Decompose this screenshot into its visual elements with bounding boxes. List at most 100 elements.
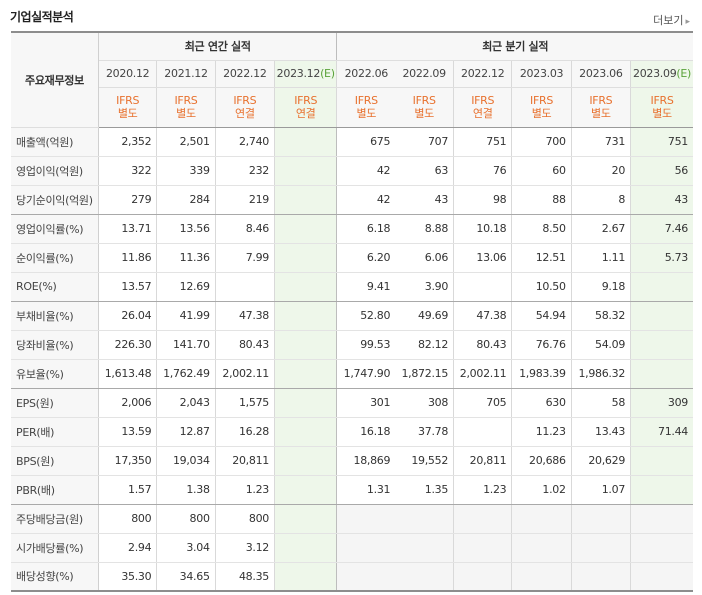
value-cell: 98	[453, 185, 513, 215]
basis-standard: IFRS	[233, 94, 257, 107]
value-cell	[274, 359, 337, 389]
estimate-mark: (E)	[676, 67, 692, 80]
value-cell: 20,811	[215, 446, 275, 476]
basis-scope: 연결	[472, 107, 493, 120]
basis-standard: IFRS	[174, 94, 198, 107]
row-label: ROE(%)	[11, 272, 99, 302]
row-label: 당기순이익(억원)	[11, 185, 99, 215]
financial-summary-table: 주요재무정보 최근 연간 실적 최근 분기 실적 2020.12 2021.12 2…	[11, 31, 693, 592]
accounting-basis: IFRS 연결	[215, 87, 275, 128]
accounting-basis: IFRS 별도	[156, 87, 216, 128]
table-row: 당좌비율(%) 226.30 141.70 80.43 99.53 82.12 80.43 7…	[11, 330, 693, 360]
value-cell: 308	[395, 388, 455, 418]
value-cell	[274, 185, 337, 215]
value-cell: 1.38	[156, 475, 216, 505]
value-cell: 1,613.48	[98, 359, 158, 389]
value-cell: 1.07	[571, 475, 632, 505]
value-cell: 1.57	[98, 475, 158, 505]
value-cell: 12.51	[511, 243, 572, 273]
value-cell: 2.67	[571, 214, 632, 244]
row-label: BPS(원)	[11, 446, 99, 476]
value-cell	[571, 533, 632, 563]
table-row: 영업이익(억원) 322 339 232 42 63 76 60 20 56	[11, 156, 693, 186]
value-cell: 800	[215, 504, 275, 534]
value-cell: 47.38	[215, 301, 275, 331]
value-cell: 80.43	[453, 330, 513, 360]
period-label: 2022.09	[402, 67, 446, 80]
period-header: 2022.12	[215, 60, 275, 88]
row-label: 당좌비율(%)	[11, 330, 99, 360]
value-cell: 1,762.49	[156, 359, 216, 389]
basis-standard: IFRS	[650, 94, 674, 107]
basis-scope: 별도	[176, 107, 196, 120]
value-cell: 1.31	[336, 475, 396, 505]
basis-standard: IFRS	[354, 94, 378, 107]
value-cell: 41.99	[156, 301, 216, 331]
value-cell	[453, 504, 513, 534]
period-header: 2020.12	[98, 60, 158, 88]
value-cell: 26.04	[98, 301, 158, 331]
value-cell: 8	[571, 185, 632, 215]
value-cell: 301	[336, 388, 396, 418]
value-cell: 11.23	[511, 417, 572, 447]
basis-scope: 별도	[591, 107, 611, 120]
value-cell: 2,002.11	[215, 359, 275, 389]
value-cell	[453, 417, 513, 447]
value-cell: 6.06	[395, 243, 455, 273]
period-label: 2022.12	[223, 67, 267, 80]
value-cell: 47.38	[453, 301, 513, 331]
table-row: ROE(%) 13.57 12.69 9.41 3.90 10.50 9.18	[11, 272, 693, 302]
value-cell: 71.44	[630, 417, 693, 447]
value-cell	[336, 562, 396, 592]
more-link[interactable]: 더보기 ▸	[653, 12, 690, 28]
basis-standard: IFRS	[589, 94, 613, 107]
row-label: 부채비율(%)	[11, 301, 99, 331]
value-cell: 6.20	[336, 243, 396, 273]
period-label: 2023.06	[579, 67, 623, 80]
value-cell	[630, 446, 693, 476]
value-cell: 42	[336, 185, 396, 215]
value-cell: 8.50	[511, 214, 572, 244]
value-cell: 2.94	[98, 533, 158, 563]
value-cell: 76	[453, 156, 513, 186]
value-cell: 1,575	[215, 388, 275, 418]
value-cell: 2,352	[98, 127, 158, 157]
value-cell: 1,872.15	[395, 359, 455, 389]
value-cell	[511, 562, 572, 592]
value-cell: 17,350	[98, 446, 158, 476]
value-cell: 13.56	[156, 214, 216, 244]
value-cell	[630, 330, 693, 360]
value-cell: 731	[571, 127, 632, 157]
value-cell: 88	[511, 185, 572, 215]
value-cell: 141.70	[156, 330, 216, 360]
value-cell: 13.71	[98, 214, 158, 244]
row-label: 영업이익률(%)	[11, 214, 99, 244]
row-label: 순이익률(%)	[11, 243, 99, 273]
value-cell: 707	[395, 127, 455, 157]
table-row: PER(배) 13.59 12.87 16.28 16.18 37.78 11.23 13.4…	[11, 417, 693, 447]
period-label: 2020.12	[105, 67, 150, 80]
basis-standard: IFRS	[412, 94, 436, 107]
row-label: PBR(배)	[11, 475, 99, 505]
value-cell: 12.87	[156, 417, 216, 447]
period-label: 2022.12	[461, 67, 505, 80]
quarterly-group-header: 최근 분기 실적	[336, 31, 693, 61]
value-cell: 1.02	[511, 475, 572, 505]
period-label: 2022.06	[344, 67, 389, 80]
chevron-right-icon: ▸	[685, 17, 690, 27]
value-cell: 6.18	[336, 214, 396, 244]
table-row: 부채비율(%) 26.04 41.99 47.38 52.80 49.69 47.38 54.…	[11, 301, 693, 331]
value-cell: 1,983.39	[511, 359, 572, 389]
value-cell: 339	[156, 156, 216, 186]
table-row: BPS(원) 17,350 19,034 20,811 18,869 19,552 20,8…	[11, 446, 693, 476]
value-cell: 49.69	[395, 301, 455, 331]
value-cell: 800	[156, 504, 216, 534]
table-row: 주당배당금(원) 800 800 800	[11, 504, 693, 534]
row-label: 영업이익(억원)	[11, 156, 99, 186]
value-cell: 58.32	[571, 301, 632, 331]
value-cell: 52.80	[336, 301, 396, 331]
value-cell: 219	[215, 185, 275, 215]
value-cell: 60	[511, 156, 572, 186]
value-cell: 226.30	[98, 330, 158, 360]
value-cell: 10.50	[511, 272, 572, 302]
